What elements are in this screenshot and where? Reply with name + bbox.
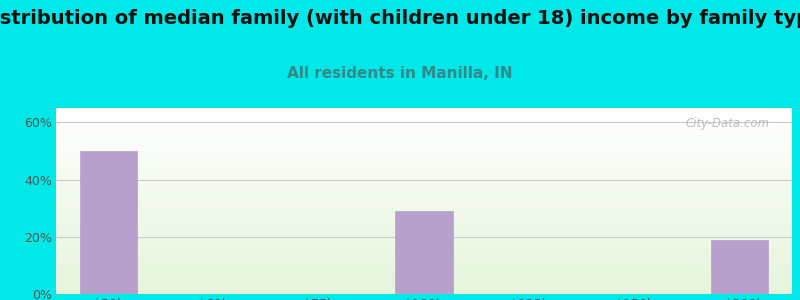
Text: Distribution of median family (with children under 18) income by family type: Distribution of median family (with chil… xyxy=(0,9,800,28)
Bar xyxy=(80,151,138,294)
Bar xyxy=(395,211,453,294)
Bar xyxy=(710,240,768,294)
Text: City-Data.com: City-Data.com xyxy=(686,117,770,130)
Text: All residents in Manilla, IN: All residents in Manilla, IN xyxy=(287,66,513,81)
